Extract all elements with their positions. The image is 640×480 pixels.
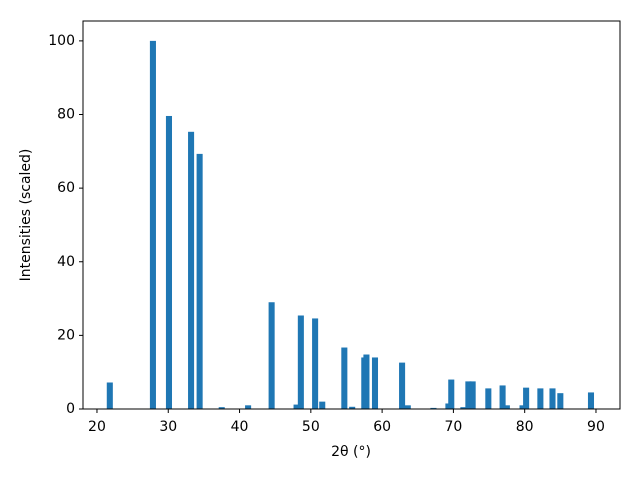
bar xyxy=(503,405,510,409)
plot-frame xyxy=(82,20,621,410)
x-tick-label: 60 xyxy=(373,419,391,435)
bar xyxy=(404,405,411,409)
x-tick-label: 30 xyxy=(159,419,177,435)
x-tick-label: 80 xyxy=(516,419,534,435)
x-tick-label: 90 xyxy=(587,419,605,435)
x-tick-label: 50 xyxy=(302,419,320,435)
bar xyxy=(499,385,506,409)
bar xyxy=(341,347,348,409)
x-tick-label: 40 xyxy=(231,419,249,435)
bar xyxy=(557,393,564,409)
bar xyxy=(268,302,275,409)
y-tick-label: 0 xyxy=(66,401,75,417)
bar xyxy=(319,401,326,409)
bar xyxy=(465,381,472,409)
bar xyxy=(349,406,356,409)
bar xyxy=(312,318,319,409)
bar xyxy=(293,404,300,409)
y-tick-label: 40 xyxy=(57,254,75,270)
bar xyxy=(363,354,370,409)
bar xyxy=(245,405,252,409)
bar xyxy=(523,387,530,409)
bar xyxy=(149,40,156,409)
bar xyxy=(399,362,406,409)
y-axis-label: Intensities (scaled) xyxy=(18,149,34,282)
x-tick-label: 70 xyxy=(444,419,462,435)
bar xyxy=(460,407,467,409)
bar xyxy=(519,405,526,409)
bar xyxy=(448,379,455,409)
bar xyxy=(106,382,113,409)
y-tick-label: 100 xyxy=(48,33,75,49)
bar xyxy=(430,407,437,409)
bar xyxy=(196,153,203,409)
y-tick-label: 60 xyxy=(57,180,75,196)
x-axis-label: 2θ (°) xyxy=(331,444,371,460)
bar xyxy=(218,407,225,409)
bar xyxy=(297,315,304,409)
bar xyxy=(537,388,544,409)
y-tick-label: 20 xyxy=(57,327,75,343)
bar xyxy=(371,357,379,409)
bar xyxy=(485,388,492,409)
bar xyxy=(165,115,173,409)
y-tick-label: 80 xyxy=(57,107,75,123)
bar xyxy=(587,392,595,409)
bar xyxy=(188,131,195,409)
bar xyxy=(469,381,476,409)
x-tick-label: 20 xyxy=(88,419,106,435)
bar xyxy=(549,388,556,409)
